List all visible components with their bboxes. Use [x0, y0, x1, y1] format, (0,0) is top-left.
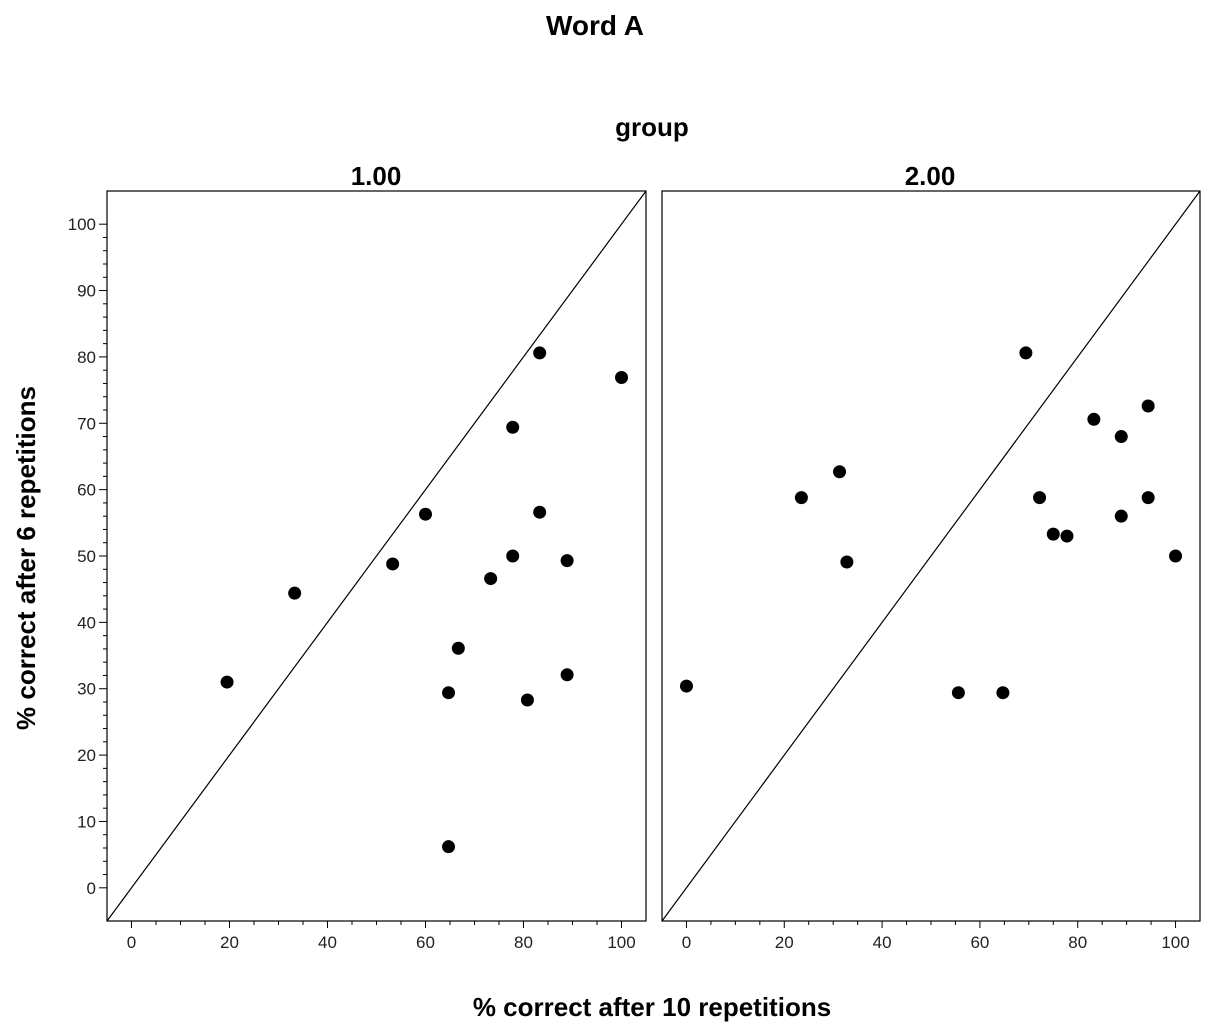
- x-tick-label: 80: [1068, 933, 1087, 952]
- data-point: [419, 507, 432, 521]
- y-tick-label: 90: [77, 282, 96, 301]
- data-point: [484, 572, 498, 586]
- y-tick-label: 50: [77, 547, 96, 566]
- data-point: [288, 586, 302, 600]
- x-tick-label: 60: [970, 933, 989, 952]
- panel-title-2: 2.00: [905, 161, 956, 191]
- data-point: [442, 686, 456, 700]
- x-tick-label: 100: [607, 933, 635, 952]
- panels-layer: 0 20 40 60 80 100 0 10 20 30 40 50 60 70 80 90 100 0 20 40 6…: [68, 190, 1201, 952]
- data-point: [951, 686, 965, 700]
- data-point: [1141, 491, 1155, 505]
- data-point: [615, 370, 628, 384]
- panel-2: 0 20 40 60 80 100: [661, 190, 1201, 952]
- x-tick-label: 100: [1161, 933, 1189, 952]
- data-point: [1019, 346, 1033, 360]
- data-point: [533, 505, 547, 519]
- data-point: [1114, 509, 1128, 523]
- data-point: [442, 840, 456, 854]
- reference-line: [661, 190, 1201, 922]
- y-tick-label: 80: [77, 348, 96, 367]
- panel-1: 0 20 40 60 80 100 0 10 20 30 40 50 60 70 80 90 100: [68, 190, 647, 952]
- data-point: [560, 554, 574, 568]
- y-tick-label: 60: [77, 481, 96, 500]
- reference-line: [106, 190, 647, 922]
- y-tick-label: 20: [77, 746, 96, 765]
- x-tick-label: 0: [682, 933, 691, 952]
- data-point: [533, 346, 547, 360]
- chart-title: Word A: [546, 10, 644, 41]
- data-point: [451, 641, 465, 655]
- x-tick-label: 40: [873, 933, 892, 952]
- y-tick-label: 40: [77, 613, 96, 632]
- data-point: [840, 555, 854, 569]
- data-point: [386, 557, 400, 571]
- x-tick-label: 60: [416, 933, 435, 952]
- y-tick-label: 0: [87, 879, 96, 898]
- y-tick-label: 30: [77, 680, 96, 699]
- data-point: [794, 491, 808, 505]
- data-point: [1169, 549, 1183, 563]
- data-point: [1046, 527, 1060, 541]
- panel-title-1: 1.00: [351, 161, 402, 191]
- y-tick-label: 10: [77, 812, 96, 831]
- data-point: [996, 686, 1010, 700]
- y-tick-label: 70: [77, 414, 96, 433]
- data-point: [1060, 529, 1074, 543]
- data-point: [1141, 399, 1155, 413]
- data-point: [506, 549, 520, 563]
- data-point: [520, 693, 534, 707]
- data-point: [506, 420, 520, 434]
- data-point: [679, 679, 693, 693]
- data-point: [560, 668, 574, 682]
- data-point: [833, 465, 847, 479]
- facet-label: group: [615, 112, 689, 142]
- x-tick-label: 20: [775, 933, 794, 952]
- data-point: [1087, 412, 1101, 426]
- x-tick-label: 40: [318, 933, 337, 952]
- x-tick-label: 20: [220, 933, 239, 952]
- x-tick-label: 0: [127, 933, 136, 952]
- data-point: [220, 675, 234, 689]
- data-point: [1114, 430, 1128, 444]
- y-tick-label: 100: [68, 215, 96, 234]
- x-tick-label: 80: [514, 933, 533, 952]
- x-axis-label: % correct after 10 repetitions: [473, 992, 831, 1022]
- y-axis-label: % correct after 6 repetitions: [11, 386, 41, 730]
- data-point: [1033, 491, 1047, 505]
